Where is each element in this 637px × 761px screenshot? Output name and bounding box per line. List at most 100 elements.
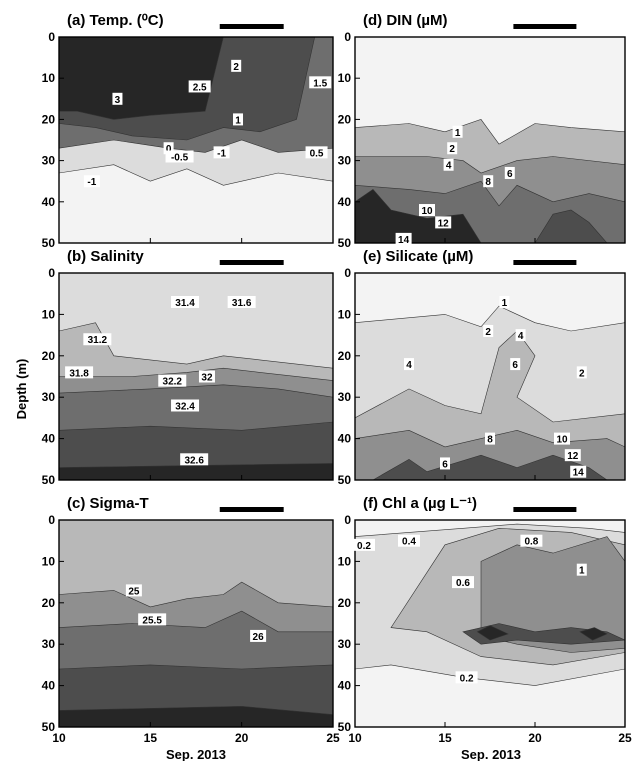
- contour-label: 12: [567, 451, 579, 462]
- contour-label: 6: [512, 360, 518, 371]
- contour-label-bg: [305, 146, 328, 159]
- y-tick-label: 20: [338, 349, 352, 363]
- period-bar: [219, 24, 284, 29]
- contour-label-bg: [165, 150, 194, 163]
- contour-label-bg: [452, 576, 474, 589]
- plot-frame: [354, 36, 626, 244]
- contour-label-bg: [515, 329, 526, 342]
- contour-label: 14: [573, 468, 585, 479]
- y-tick-label: 0: [48, 266, 55, 280]
- contour-label: 31.8: [69, 368, 89, 379]
- contour-field-a: [59, 37, 333, 243]
- contour-label-bg: [504, 166, 515, 179]
- contour-label-bg: [395, 232, 412, 245]
- contour-label-bg: [443, 158, 454, 171]
- contour-label: 31.2: [88, 335, 108, 346]
- y-tick-label: 10: [338, 307, 352, 321]
- contour-label-bg: [404, 358, 414, 371]
- y-tick-label: 10: [338, 554, 352, 568]
- y-tick-label: 30: [42, 154, 56, 168]
- panel-b: (b) Salinity 0 10 20 30 40 50 31.4 31.6 31.2 31.8 3…: [42, 248, 334, 487]
- y-tick-label: 20: [338, 596, 352, 610]
- contour-label: 32.6: [184, 455, 204, 466]
- contour-label-bg: [398, 534, 420, 547]
- y-tick-label: 0: [344, 513, 351, 527]
- contour-label: 1.5: [313, 78, 327, 89]
- contour-label-bg: [485, 432, 495, 445]
- contour-label: 1: [579, 566, 585, 577]
- contour-label: 1: [502, 298, 508, 309]
- y-tick-label: 10: [42, 307, 56, 321]
- y-tick-label: 0: [344, 30, 351, 44]
- contour-band: [372, 454, 608, 480]
- x-tick-label: 20: [528, 731, 542, 745]
- contour-label: 4: [446, 161, 452, 172]
- contour-label: 0.5: [310, 148, 324, 159]
- y-tick-label: 0: [344, 266, 351, 280]
- period-bar: [513, 260, 577, 265]
- contour-label-bg: [576, 563, 587, 576]
- contour-label: 0: [166, 144, 172, 155]
- contour-label: 26: [253, 632, 265, 643]
- y-tick-label: 20: [42, 596, 56, 610]
- contour-band: [534, 209, 608, 243]
- plot-frame: [354, 519, 626, 728]
- contour-label: -1: [87, 177, 96, 188]
- y-tick-label: 30: [42, 637, 56, 651]
- contour-label-bg: [83, 333, 112, 346]
- y-tick-label: 50: [42, 473, 56, 487]
- contour-label-bg: [231, 59, 242, 72]
- y-tick-label: 20: [42, 112, 56, 126]
- contour-label: 2: [233, 62, 239, 73]
- contour-label-bg: [455, 671, 478, 684]
- contour-label-bg: [83, 175, 100, 188]
- contour-label-bg: [250, 629, 267, 642]
- x-tick-label: 15: [144, 731, 158, 745]
- y-tick-label: 40: [42, 195, 56, 209]
- contour-label: 32: [201, 373, 213, 384]
- contour-label-bg: [112, 92, 123, 105]
- x-tick-label: 10: [348, 731, 362, 745]
- y-tick-label: 50: [338, 473, 352, 487]
- x-tick-label: 25: [326, 731, 340, 745]
- contour-label-bg: [198, 370, 215, 383]
- plot-frame: [354, 272, 626, 481]
- contour-label-bg: [510, 358, 521, 371]
- contour-band: [59, 705, 333, 727]
- y-tick-label: 50: [42, 720, 56, 734]
- contour-label: 2: [485, 327, 491, 338]
- contour-band: [462, 623, 625, 645]
- contour-label-bg: [554, 432, 570, 445]
- contour-label: 0.4: [402, 537, 416, 548]
- panel-title: (e) Silicate (µM): [363, 248, 473, 265]
- contour-band: [355, 189, 482, 243]
- y-tick-label: 30: [338, 154, 352, 168]
- y-tick-label: 40: [42, 679, 56, 693]
- contour-label-bg: [180, 453, 209, 466]
- y-tick-label: 10: [42, 71, 56, 85]
- contour-label-bg: [138, 613, 167, 626]
- x-axis-label-left: Sep. 2013: [166, 747, 226, 761]
- contour-label-bg: [65, 366, 94, 379]
- contour-field-c: [59, 520, 333, 727]
- y-tick-label: 50: [338, 236, 352, 250]
- contour-label-bg: [419, 204, 435, 217]
- period-bar: [219, 260, 284, 265]
- contour-label-bg: [452, 125, 463, 138]
- contour-label: 1: [455, 128, 461, 139]
- contour-label: 10: [556, 435, 568, 446]
- contour-label-bg: [483, 175, 494, 188]
- contour-band: [59, 463, 333, 480]
- y-tick-label: 40: [338, 432, 352, 446]
- contour-label: 2.5: [193, 82, 207, 93]
- y-tick-label: 10: [42, 554, 56, 568]
- period-bar: [513, 507, 577, 512]
- contour-label: 31.4: [175, 298, 195, 309]
- contour-label-bg: [353, 538, 375, 551]
- contour-label: 0.2: [357, 541, 371, 552]
- contour-label-bg: [233, 113, 244, 126]
- contour-label-bg: [125, 584, 142, 597]
